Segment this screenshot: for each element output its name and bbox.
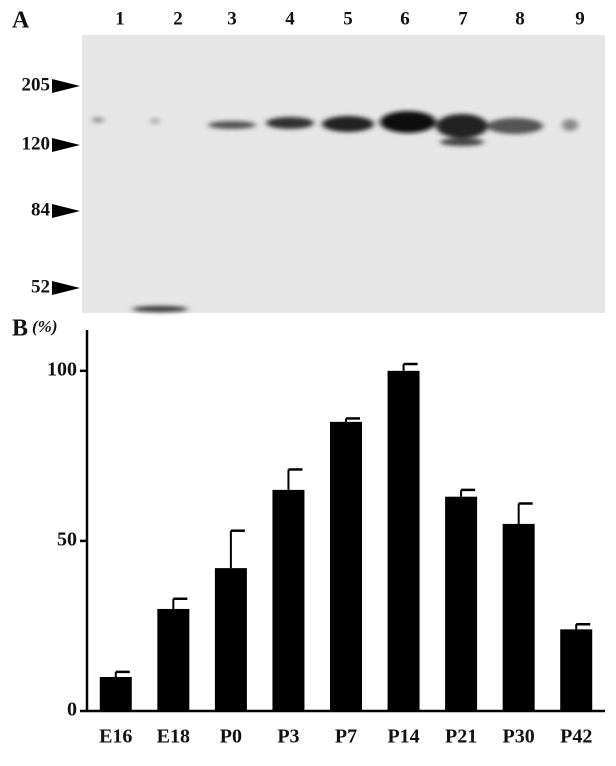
lane-label: 7 xyxy=(458,8,468,29)
lane-label: 1 xyxy=(115,8,125,29)
marker-label: 120 xyxy=(22,133,51,154)
x-tick-label: P14 xyxy=(387,726,419,748)
bar xyxy=(330,421,362,711)
bar xyxy=(157,608,190,711)
x-tick-label: P21 xyxy=(445,726,477,748)
lane-label: 4 xyxy=(285,8,295,29)
y-tick-label: 100 xyxy=(47,358,77,380)
bar xyxy=(502,523,535,711)
panel-label-a: A xyxy=(12,8,30,34)
x-tick-label: E18 xyxy=(157,726,190,748)
lane-label: 8 xyxy=(515,8,525,29)
blot-bands xyxy=(92,111,578,312)
marker-arrow xyxy=(52,281,80,295)
x-tick-label: P30 xyxy=(503,726,535,748)
y-tick-label: 50 xyxy=(57,529,77,551)
marker-arrow xyxy=(52,79,80,93)
x-tick-label: P0 xyxy=(220,726,242,748)
marker-arrow xyxy=(52,138,80,152)
lane-label: 9 xyxy=(575,8,585,29)
x-tick-label: P3 xyxy=(277,726,299,748)
x-tick-label: E16 xyxy=(99,726,132,748)
bar xyxy=(214,568,247,711)
bar xyxy=(387,370,420,711)
lane-label: 3 xyxy=(227,8,237,29)
lane-label: 5 xyxy=(343,8,353,29)
bar xyxy=(445,496,478,711)
x-tick-label: P7 xyxy=(335,726,357,748)
marker-label: 84 xyxy=(31,199,51,220)
bar xyxy=(99,676,132,711)
marker-label: 205 xyxy=(22,74,51,95)
bar xyxy=(272,489,305,711)
panel-label-b: B xyxy=(12,316,28,342)
marker-arrow xyxy=(52,204,80,218)
marker-label: 52 xyxy=(31,276,50,297)
x-tick-label: P42 xyxy=(560,726,592,748)
bar xyxy=(560,629,593,711)
lane-label: 6 xyxy=(400,8,410,29)
blot xyxy=(82,35,605,313)
y-tick-label: 0 xyxy=(67,699,77,721)
lane-label: 2 xyxy=(173,8,183,29)
y-axis-label: (%) xyxy=(32,317,57,336)
